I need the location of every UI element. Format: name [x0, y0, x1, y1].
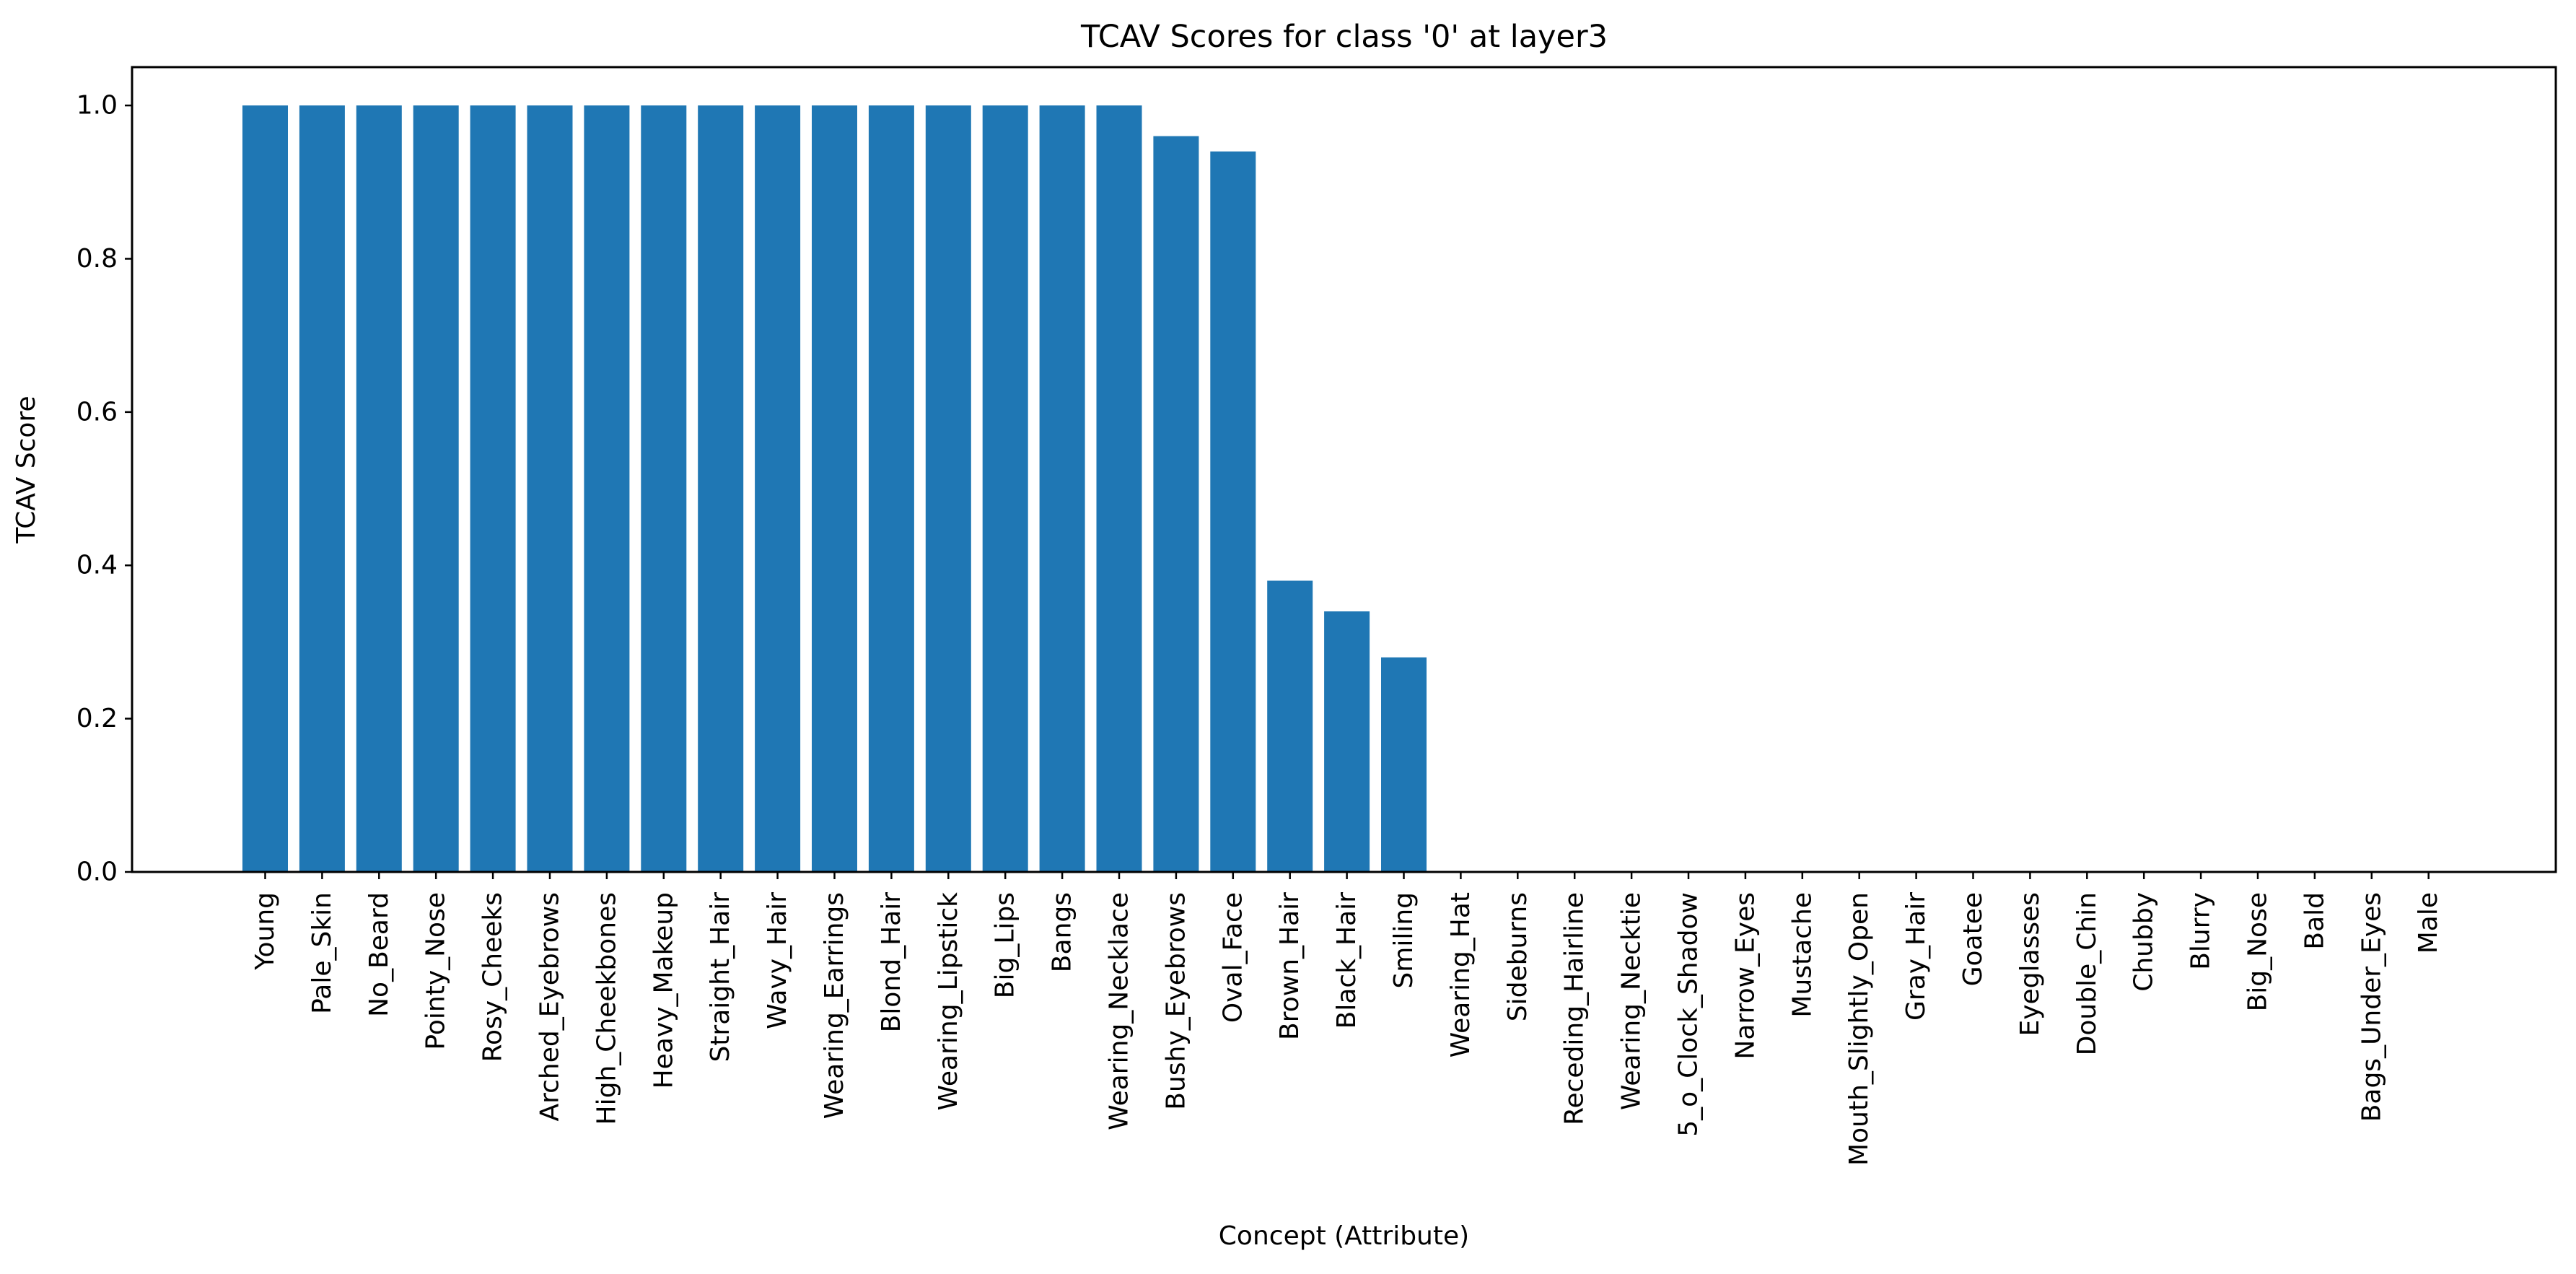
bar-Wearing_Necklace	[1096, 105, 1142, 873]
y-tick-label: 0.2	[76, 704, 118, 733]
x-tick-label: Goatee	[1958, 892, 1988, 986]
x-tick-label: Sideburns	[1503, 892, 1533, 1021]
bar-Young	[242, 105, 288, 873]
x-tick-label: Male	[2414, 892, 2443, 954]
x-tick-label: Oval_Face	[1218, 892, 1248, 1023]
x-tick-label: Brown_Hair	[1275, 892, 1305, 1040]
x-tick-label: Straight_Hair	[706, 892, 735, 1063]
x-tick-label: Bushy_Eyebrows	[1161, 892, 1191, 1110]
y-axis: 0.0 0.2 0.4 0.6 0.8 1.0	[76, 91, 132, 887]
x-tick-label: Blond_Hair	[877, 892, 906, 1033]
x-tick-label: Black_Hair	[1332, 892, 1362, 1029]
x-tick-label: Rosy_Cheeks	[478, 892, 508, 1062]
bar-Arched_Eyebrows	[527, 105, 573, 873]
bar-Pointy_Nose	[413, 105, 459, 873]
bar-No_Beard	[356, 105, 402, 873]
x-tick-label: Narrow_Eyes	[1730, 892, 1760, 1060]
bar-Bangs	[1039, 105, 1085, 873]
x-tick-label: Wearing_Necktie	[1617, 892, 1647, 1110]
bar-Big_Lips	[982, 105, 1028, 873]
x-tick-label: No_Beard	[364, 892, 394, 1017]
x-tick-label: Wearing_Earrings	[820, 892, 849, 1119]
x-tick-label: Bangs	[1048, 892, 1077, 972]
x-tick-label: Double_Chin	[2072, 892, 2102, 1055]
x-tick-label: Heavy_Makeup	[649, 892, 678, 1088]
y-tick-label: 0.8	[76, 244, 118, 274]
x-tick-label: Chubby	[2129, 892, 2159, 992]
x-tick-label: Pale_Skin	[307, 892, 337, 1014]
x-tick-label: High_Cheekbones	[592, 892, 621, 1125]
x-tick-label: Young	[250, 892, 280, 971]
bar-Oval_Face	[1210, 151, 1256, 873]
plot-frame	[131, 66, 2557, 873]
bar-Pale_Skin	[299, 105, 345, 873]
x-tick-label: Arched_Eyebrows	[535, 892, 565, 1122]
bar-Rosy_Cheeks	[470, 105, 516, 873]
x-tick-label: Big_Lips	[991, 892, 1020, 998]
x-tick-label: Mouth_Slightly_Open	[1844, 892, 1874, 1166]
x-tick-label: Bald	[2300, 892, 2329, 950]
bar-Blond_Hair	[868, 105, 914, 873]
x-tick-label: Big_Nose	[2243, 892, 2273, 1011]
y-tick-label: 0.6	[76, 397, 118, 427]
x-tick-label: Wearing_Necklace	[1105, 892, 1134, 1130]
y-axis-label: TCAV Score	[12, 396, 41, 544]
bar-Heavy_Makeup	[641, 105, 687, 873]
x-tick-label: Eyeglasses	[2015, 892, 2045, 1037]
bar-Brown_Hair	[1267, 580, 1313, 872]
bar-High_Cheekbones	[584, 105, 630, 873]
x-axis: Young Pale_Skin No_Beard Pointy_Nose Rosy_Ch…	[250, 872, 2443, 1166]
bar-Smiling	[1381, 657, 1427, 872]
x-tick-label: Wearing_Hat	[1446, 892, 1476, 1057]
x-tick-label: Gray_Hair	[1901, 892, 1931, 1021]
bars-group	[242, 105, 1427, 873]
bar-Wearing_Earrings	[812, 105, 857, 873]
x-tick-label: Smiling	[1389, 892, 1419, 989]
x-tick-label: Bags_Under_Eyes	[2357, 892, 2386, 1122]
bar-Wavy_Hair	[755, 105, 801, 873]
x-tick-label: Receding_Hairline	[1560, 892, 1590, 1125]
x-axis-label: Concept (Attribute)	[1219, 1221, 1469, 1251]
y-tick-label: 0.4	[76, 551, 118, 580]
y-tick-label: 1.0	[76, 91, 118, 121]
x-tick-label: Mustache	[1787, 892, 1817, 1018]
x-tick-label: Pointy_Nose	[421, 892, 451, 1050]
bar-Bushy_Eyebrows	[1153, 136, 1199, 873]
bar-Black_Hair	[1324, 611, 1370, 872]
chart-title: TCAV Scores for class '0' at layer3	[1080, 19, 1608, 55]
bar-Straight_Hair	[698, 105, 744, 873]
bar-Wearing_Lipstick	[925, 105, 971, 873]
x-tick-label: 5_o_Clock_Shadow	[1674, 892, 1704, 1137]
x-tick-label: Wavy_Hair	[763, 892, 792, 1029]
y-tick-label: 0.0	[76, 858, 118, 887]
x-tick-label: Wearing_Lipstick	[934, 892, 963, 1111]
x-tick-label: Blurry	[2186, 892, 2216, 970]
